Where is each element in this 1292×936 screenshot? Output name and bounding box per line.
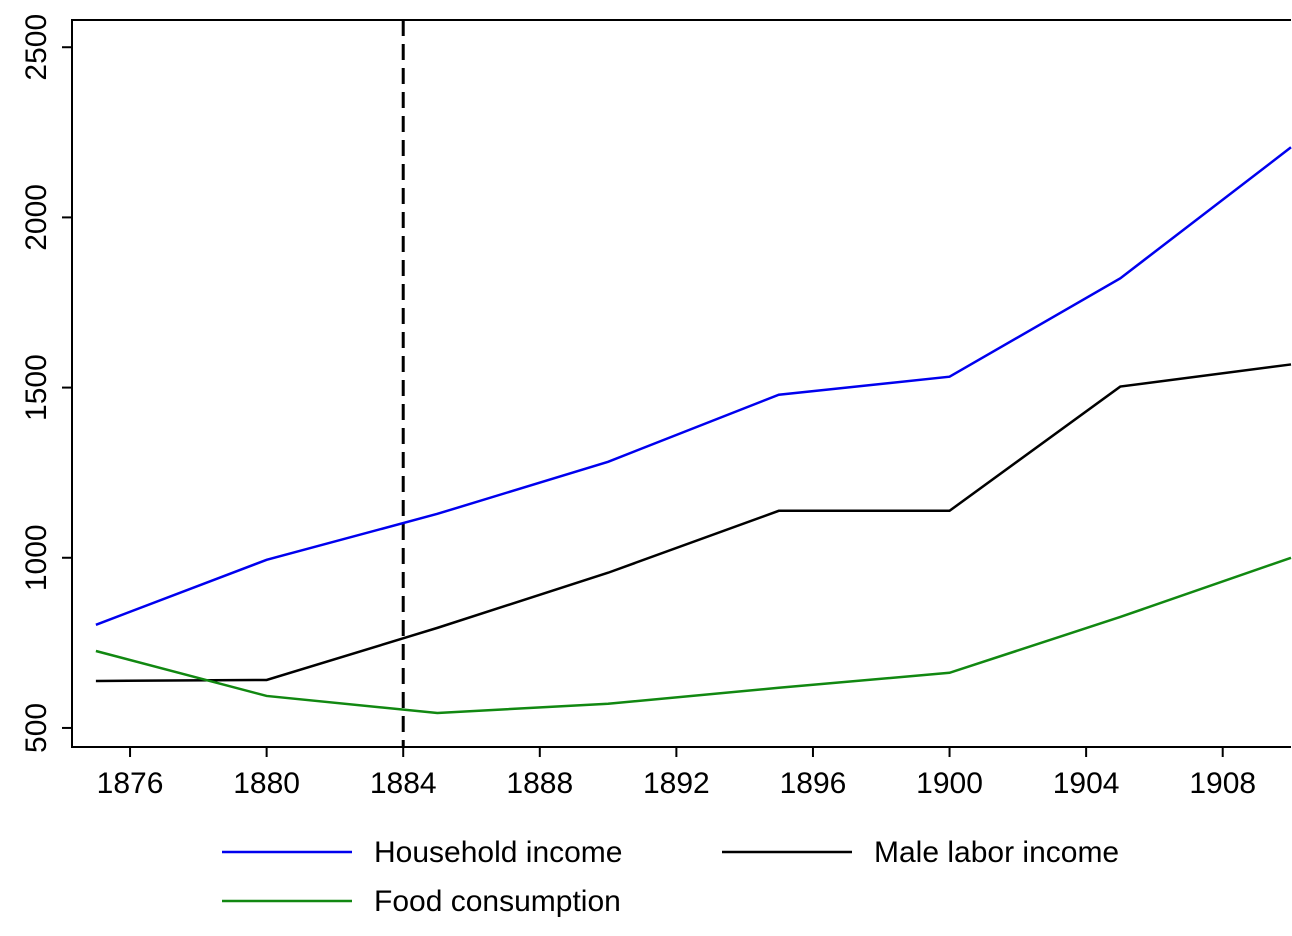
y-tick-label: 1000 — [20, 524, 53, 591]
legend-label: Food consumption — [374, 885, 621, 918]
legend-label: Male labor income — [874, 836, 1119, 869]
x-tick-label: 1908 — [1189, 767, 1256, 800]
x-tick-label: 1896 — [780, 767, 847, 800]
x-tick-label: 1880 — [233, 767, 300, 800]
y-tick-label: 1500 — [20, 354, 53, 421]
y-tick-label: 2500 — [20, 14, 53, 81]
x-tick-label: 1884 — [370, 767, 437, 800]
x-tick-label: 1888 — [506, 767, 573, 800]
series-line — [95, 556, 1292, 715]
y-tick-label: 2000 — [20, 184, 53, 251]
series-line — [95, 363, 1292, 683]
axis-frame — [71, 19, 1291, 748]
x-tick-label: 1904 — [1053, 767, 1120, 800]
y-tick-label: 500 — [20, 703, 53, 753]
x-tick-label: 1892 — [643, 767, 710, 800]
x-tick-label: 1900 — [916, 767, 983, 800]
legend-label: Household income — [374, 836, 622, 869]
x-tick-label: 1876 — [97, 767, 164, 800]
series-line — [95, 146, 1292, 626]
